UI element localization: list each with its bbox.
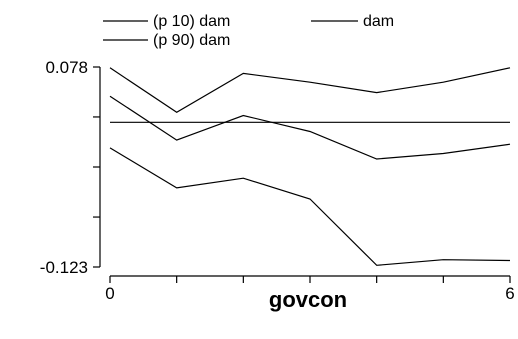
x-tick-label: 6 <box>505 284 514 303</box>
series-line-1 <box>109 147 511 266</box>
series-group <box>109 67 511 266</box>
x-axis-title: govcon <box>269 287 347 312</box>
legend: (p 10) dam dam (p 90) dam <box>103 13 394 49</box>
x-tick-label: 0 <box>105 284 114 303</box>
axes: -0.123 0.078 0 6 <box>40 58 515 303</box>
series-line-3 <box>109 67 511 114</box>
legend-label: (p 90) dam <box>153 32 230 49</box>
legend-label: (p 10) dam <box>153 13 230 30</box>
legend-label: dam <box>363 13 394 30</box>
y-tick-label: -0.123 <box>40 258 88 277</box>
y-tick-label: 0.078 <box>45 58 88 77</box>
series-line-4 <box>109 95 511 160</box>
